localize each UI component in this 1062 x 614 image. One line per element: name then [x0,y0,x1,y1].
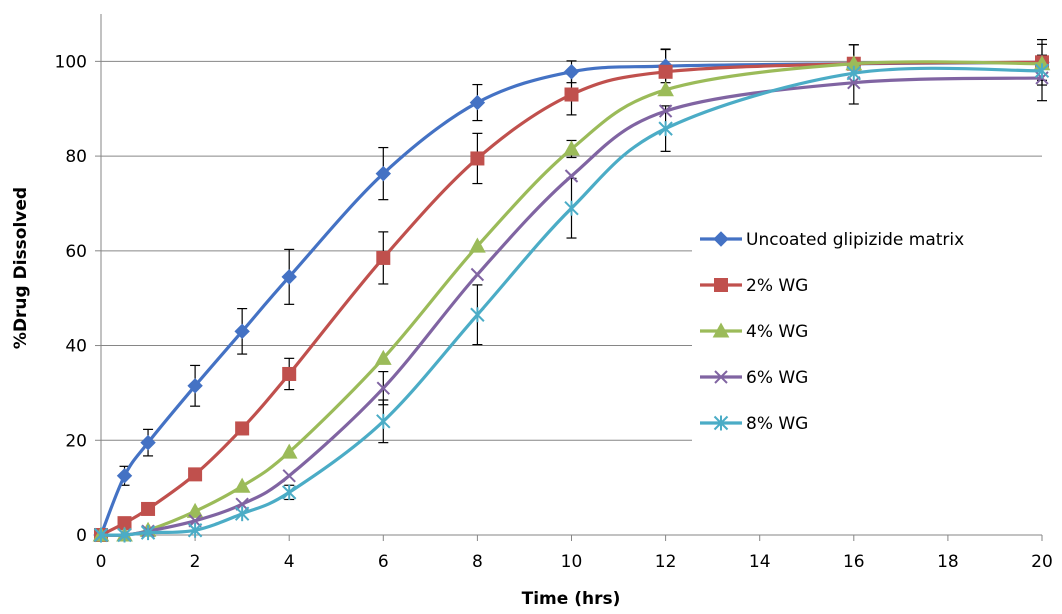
data-point [470,96,484,110]
data-point [118,469,132,483]
y-tick-label: 20 [65,431,87,451]
data-point [283,485,296,500]
x-tick-label: 10 [561,552,583,572]
x-tick-label: 2 [190,552,201,572]
data-point [659,65,672,78]
y-axis-title: %Drug Dissolved [11,187,31,349]
legend-label: 6% WG [746,368,808,388]
x-tick-label: 18 [937,552,959,572]
y-tick-label: 60 [65,242,87,262]
data-point [142,502,155,515]
y-tick-label: 0 [76,526,87,546]
x-tick-label: 16 [843,552,865,572]
x-tick-label: 12 [655,552,677,572]
data-point [565,201,578,216]
data-point [283,367,296,380]
x-tick-label: 4 [284,552,295,572]
x-tick-label: 20 [1031,552,1053,572]
data-point [236,422,249,435]
legend-label: 2% WG [746,276,808,296]
data-point [236,506,249,521]
legend: Uncoated glipizide matrix 2% WG 4% WG 6% WG… [692,214,1042,446]
data-point [565,65,579,79]
data-point [235,479,250,493]
legend-swatch-marker [715,279,728,292]
x-tick-label: 0 [96,552,107,572]
data-point [471,152,484,165]
data-point [189,468,202,481]
data-point [471,307,484,322]
y-tick-label: 100 [55,52,87,72]
y-tick-label: 40 [65,337,87,357]
legend-label: 4% WG [746,322,808,342]
data-point [659,121,672,136]
x-tick-label: 6 [378,552,389,572]
data-point [377,414,390,429]
legend-label: 8% WG [746,414,808,434]
x-tick-label: 14 [749,552,771,572]
y-tick-label: 80 [65,147,87,167]
data-point [283,470,295,482]
data-point [565,88,578,101]
data-point [471,269,483,281]
legend-label: Uncoated glipizide matrix [746,230,964,250]
x-tick-label: 8 [472,552,483,572]
data-point [377,251,390,264]
x-axis-title: Time (hrs) [522,589,621,609]
